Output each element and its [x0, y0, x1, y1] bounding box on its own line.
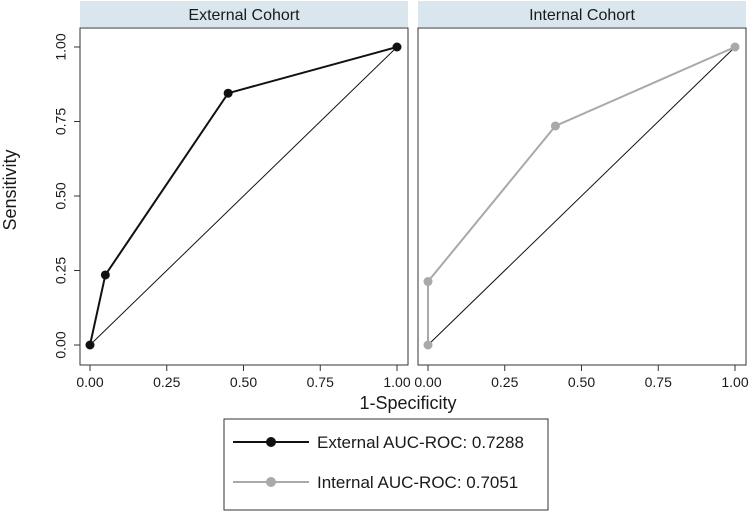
roc-point [550, 121, 560, 131]
x-tick-label: 0.00 [76, 374, 103, 390]
reference-diagonal [89, 46, 398, 346]
x-tick-label: 0.50 [568, 374, 595, 390]
y-tick-label: 0.00 [53, 331, 69, 358]
panel-title-strip [418, 1, 746, 27]
x-tick-label: 1.00 [383, 374, 410, 390]
x-axis-label: 1-Specificity [359, 393, 456, 413]
y-axis-label: Sensitivity [0, 149, 20, 230]
x-tick-label: 0.25 [491, 374, 518, 390]
legend-marker [266, 437, 276, 447]
legend-item: Internal AUC-ROC: 0.7051 [233, 473, 518, 492]
roc-point [392, 42, 402, 52]
x-tick-label: 0.50 [230, 374, 257, 390]
legend-item: External AUC-ROC: 0.7288 [233, 433, 524, 452]
panel-internal: Internal Cohort 0.00 0.25 0.50 0.75 1.00 [414, 1, 749, 390]
roc-point [423, 277, 433, 287]
panel-external: External Cohort 0.00 0.25 0.50 0.75 1.00 0.00 0… [53, 1, 411, 390]
y-tick-label: 0.75 [53, 108, 69, 135]
plot-frame [417, 27, 747, 366]
x-tick-label: 0.25 [153, 374, 180, 390]
y-tick-label: 0.25 [53, 257, 69, 284]
legend-marker [266, 477, 276, 487]
legend-label: Internal AUC-ROC: 0.7051 [317, 473, 518, 492]
roc-curve [427, 46, 736, 345]
legend: External AUC-ROC: 0.7288 Internal AUC-ROC… [223, 418, 549, 511]
panel-title: External Cohort [188, 7, 300, 24]
roc-point [223, 88, 233, 98]
legend-label: External AUC-ROC: 0.7288 [317, 433, 524, 452]
x-tick-label: 0.00 [414, 374, 441, 390]
roc-point [100, 270, 110, 280]
x-tick-label: 0.75 [645, 374, 672, 390]
y-tick-label: 0.50 [53, 182, 69, 209]
plot-frame [79, 27, 409, 366]
roc-point [85, 340, 95, 350]
panel-title: Internal Cohort [529, 7, 635, 24]
x-tick-label: 0.75 [307, 374, 334, 390]
x-tick-label: 1.00 [721, 374, 748, 390]
roc-curve [89, 46, 398, 346]
y-tick-label: 1.00 [53, 33, 69, 60]
roc-point [730, 42, 740, 52]
roc-point [423, 340, 433, 350]
reference-diagonal [427, 46, 736, 346]
panel-title-strip [80, 1, 408, 27]
legend-box [223, 418, 549, 511]
